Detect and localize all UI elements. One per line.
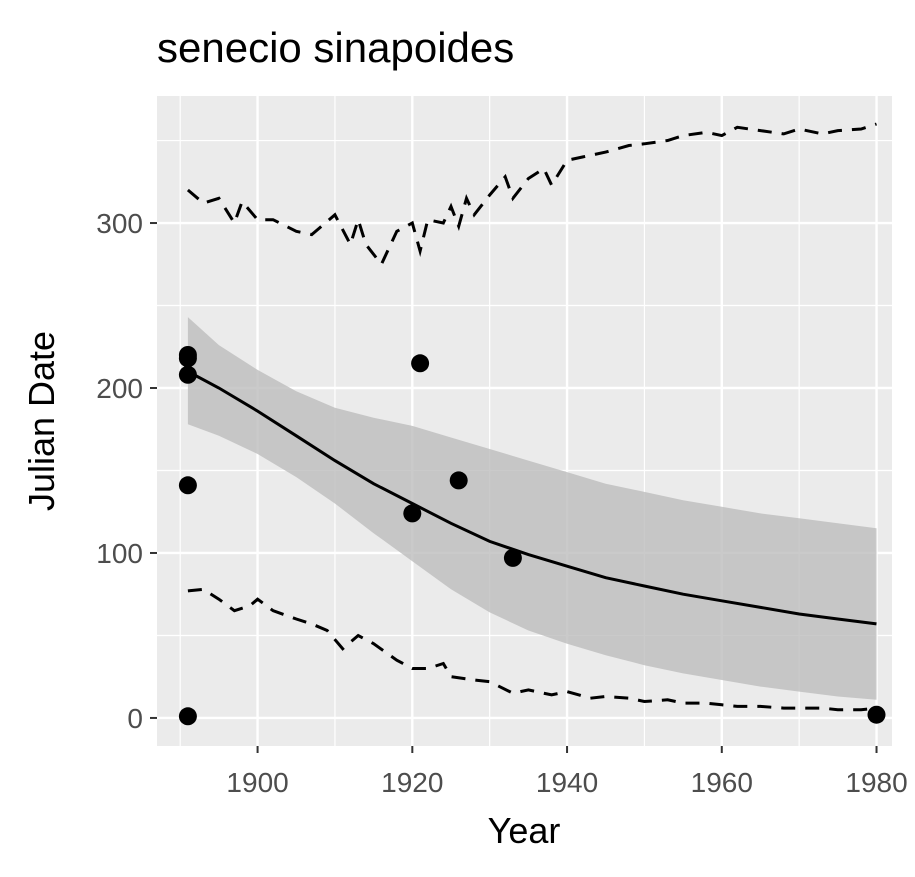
data-point bbox=[178, 707, 197, 726]
data-point bbox=[449, 471, 468, 490]
data-point bbox=[867, 705, 886, 724]
data-point bbox=[178, 476, 197, 495]
data-point bbox=[403, 504, 422, 523]
x-tick-label: 1920 bbox=[381, 767, 443, 798]
y-tick-label: 0 bbox=[127, 703, 143, 734]
y-axis-title: Julian Date bbox=[21, 331, 62, 511]
x-tick-label: 1940 bbox=[536, 767, 598, 798]
x-axis-ticks: 1900 1920 1940 1960 1980 bbox=[226, 746, 908, 798]
chart-title: senecio sinapoides bbox=[157, 24, 514, 71]
y-tick-label: 200 bbox=[96, 373, 143, 404]
y-tick-label: 100 bbox=[96, 538, 143, 569]
data-point bbox=[178, 349, 197, 368]
data-point bbox=[503, 548, 522, 567]
x-tick-label: 1900 bbox=[226, 767, 288, 798]
fit-line bbox=[187, 370, 877, 626]
upper-bound-dashed-line bbox=[186, 122, 877, 268]
y-axis-ticks: 0 100 200 300 bbox=[96, 208, 157, 734]
data-point bbox=[411, 354, 430, 373]
confidence-band bbox=[187, 317, 877, 700]
y-tick-label: 300 bbox=[96, 208, 143, 239]
x-tick-label: 1960 bbox=[691, 767, 753, 798]
x-tick-label: 1980 bbox=[845, 767, 907, 798]
data-points bbox=[178, 346, 886, 726]
x-axis-title: Year bbox=[488, 810, 561, 851]
data-point bbox=[178, 365, 197, 384]
lower-bound-dashed-line bbox=[187, 587, 877, 712]
